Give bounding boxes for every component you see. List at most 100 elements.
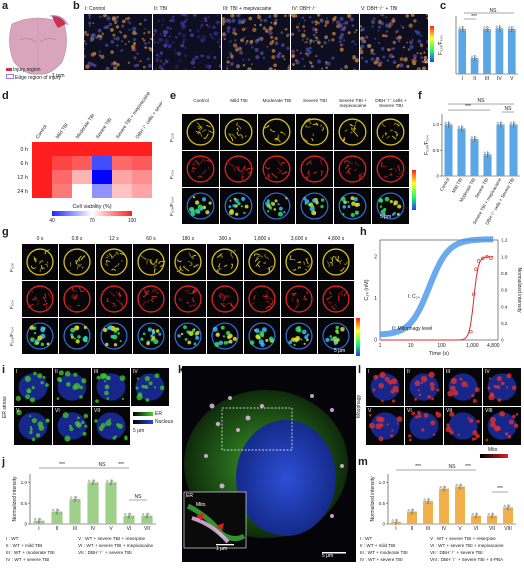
data-point xyxy=(515,124,518,127)
time-label: 0 s xyxy=(36,236,44,242)
tick-label: I xyxy=(462,76,463,82)
significance: *** xyxy=(59,462,65,468)
scale-e: 5 μm xyxy=(380,214,392,220)
tick-label: Mild TBI xyxy=(451,177,464,194)
column-label: Severe TBI xyxy=(303,99,327,104)
row-label: F₅₂₈ xyxy=(10,263,15,272)
roman-label: III xyxy=(94,369,99,375)
data-point xyxy=(144,516,147,519)
micrograph-b-title: II: TBI xyxy=(154,6,168,12)
legend-er: ER xyxy=(155,411,162,417)
micrograph-b-title: I: Control xyxy=(85,6,106,12)
data-point xyxy=(486,26,489,29)
significance: NS xyxy=(99,462,107,468)
time-label: 0.8 s xyxy=(71,236,83,242)
micrograph-b-title: IV: DBH⁻/⁻ xyxy=(292,6,317,12)
series-c24 xyxy=(379,236,494,338)
row-label: F₆₃₄ xyxy=(170,170,175,179)
data-point xyxy=(489,154,492,157)
x-tick: 100 xyxy=(437,343,446,349)
bar xyxy=(87,482,99,524)
data-point xyxy=(448,121,451,124)
data-point xyxy=(459,128,462,132)
legend-item: IV : WT + severe TBI xyxy=(360,557,403,562)
data-point xyxy=(508,26,511,29)
panel-label-m: m xyxy=(358,456,368,468)
data-point xyxy=(59,511,62,515)
data-point xyxy=(446,124,449,127)
heatmap-cell xyxy=(32,156,52,170)
row-label: F₅₂₈/F₆₃₄ xyxy=(170,197,175,216)
bar xyxy=(503,507,513,524)
time-label: 12 s xyxy=(109,236,119,242)
y-tick: 1.0 xyxy=(433,122,440,127)
significance: NS xyxy=(449,464,457,470)
column-label: Mild TBI xyxy=(55,122,70,140)
data-point xyxy=(489,256,493,261)
heatmap-cell xyxy=(32,184,52,198)
data-point xyxy=(485,29,488,32)
micrograph-g xyxy=(170,318,206,354)
data-point xyxy=(483,151,486,154)
micrograph-g xyxy=(96,318,132,354)
data-point xyxy=(450,124,453,127)
colorbar-b xyxy=(430,26,434,62)
legend-item: V : WT + severe TBI + reserpine xyxy=(430,536,496,541)
time-label: 180 s xyxy=(181,236,195,242)
data-point xyxy=(476,58,479,61)
y-axis-label: Normalized intensity xyxy=(370,476,376,522)
data-point xyxy=(457,486,460,490)
significance: *** xyxy=(497,486,503,492)
tick-label: VI xyxy=(474,526,479,532)
micrograph-b-3 xyxy=(222,14,290,70)
tick-label: VIII xyxy=(504,526,512,532)
data-point xyxy=(470,55,474,58)
data-point xyxy=(513,29,516,32)
bar xyxy=(487,515,497,524)
roman-label: VI xyxy=(55,408,60,414)
data-point xyxy=(70,496,73,499)
panel-label-l: l xyxy=(358,364,362,376)
data-point xyxy=(441,489,444,492)
data-point xyxy=(511,124,514,127)
data-point xyxy=(472,58,475,61)
x-tick: 4,800 xyxy=(487,343,500,349)
significance: NS xyxy=(478,98,486,104)
tick-label: IV xyxy=(497,76,502,82)
bar xyxy=(407,511,417,524)
micrograph-g xyxy=(170,281,206,317)
panel-label-g: g xyxy=(2,226,9,238)
panel-label-e: e xyxy=(170,90,177,102)
micrograph-e xyxy=(296,188,333,224)
legend-nucleus: Nucleus xyxy=(155,419,174,425)
micrograph-g xyxy=(207,281,243,317)
data-point xyxy=(503,504,506,507)
micrograph-e xyxy=(296,114,333,150)
y-axis-label: F₅₂₈/F₆₃₄ xyxy=(438,35,444,55)
significance: NS xyxy=(135,494,143,500)
colorbar-nucleus xyxy=(133,420,153,424)
y-tick: 0.5 xyxy=(433,148,440,153)
bar xyxy=(458,29,467,74)
side-label: Mitophagy xyxy=(356,394,362,418)
data-point xyxy=(124,513,127,516)
data-point xyxy=(497,28,500,31)
colorbar-tick: 100 xyxy=(128,218,137,224)
heatmap-cell xyxy=(52,142,72,156)
bar xyxy=(69,499,81,524)
row-label: 12 h xyxy=(17,175,28,181)
data-point xyxy=(41,521,44,524)
micrograph-e xyxy=(296,151,333,187)
data-point xyxy=(113,482,116,485)
data-point xyxy=(474,55,477,58)
data-point xyxy=(460,29,463,32)
time-label: 4,800 s xyxy=(327,236,345,242)
y-axis-label: F₅₂₈/F₆₃₄ xyxy=(424,135,430,155)
micrograph-l xyxy=(366,368,404,406)
data-point xyxy=(510,507,513,510)
data-point xyxy=(90,482,93,485)
data-point xyxy=(496,121,499,124)
data-point xyxy=(500,121,503,124)
